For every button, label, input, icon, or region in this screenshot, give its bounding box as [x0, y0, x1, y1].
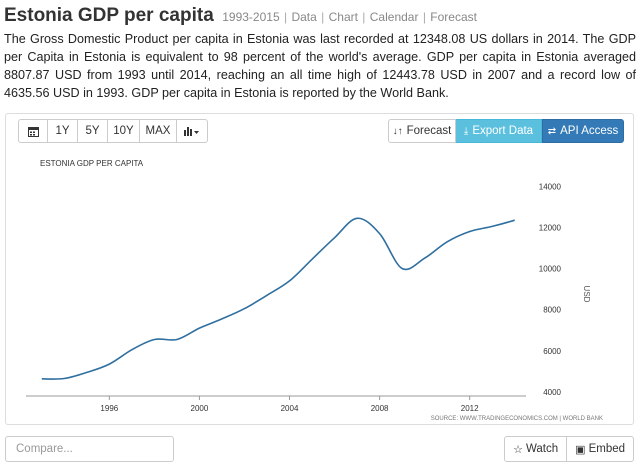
x-tick-label: 2008 [371, 404, 389, 413]
x-tick-label: 2000 [191, 404, 209, 413]
watch-button[interactable]: ☆ Watch [504, 436, 568, 462]
chart-actions: ↓↑ Forecast ⤓ Export Data ⇄ API Access [388, 119, 624, 143]
header-subnav: 1993-2015 | Data | Chart | Calendar | Fo… [222, 10, 477, 24]
chart-type-dropdown[interactable] [176, 119, 208, 143]
download-icon: ⤓ [463, 125, 469, 137]
x-tick-label: 2012 [461, 404, 479, 413]
range-5y-button[interactable]: 5Y [77, 119, 108, 143]
series-line [41, 217, 515, 380]
bar-chart-icon [184, 127, 199, 136]
forecast-link[interactable]: Forecast [430, 10, 477, 24]
chart-panel: 1Y 5Y 10Y MAX ↓↑ Forecast ⤓ Export Data ⇄ A… [5, 113, 634, 425]
date-range: 1993-2015 [222, 10, 280, 24]
chart-title: ESTONIA GDP PER CAPITA [40, 159, 144, 168]
y-axis-label: USD [582, 286, 591, 303]
exchange-icon: ⇄ [547, 125, 557, 137]
y-tick-label: 8000 [543, 306, 561, 315]
range-1y-button[interactable]: 1Y [47, 119, 78, 143]
page-header: Estonia GDP per capita 1993-2015 | Data … [4, 5, 477, 27]
footer-actions: ☆ Watch ▣ Embed [504, 436, 634, 462]
y-tick-label: 12000 [539, 223, 562, 232]
star-icon: ☆ [513, 443, 523, 456]
series-group [41, 217, 515, 380]
x-tick-label: 2004 [281, 404, 299, 413]
compare-input[interactable]: Compare... [5, 436, 174, 462]
x-tick-label: 1996 [100, 404, 118, 413]
page-title: Estonia GDP per capita [4, 5, 214, 26]
chart-link[interactable]: Chart [328, 10, 358, 24]
data-link[interactable]: Data [291, 10, 317, 24]
y-tick-label: 4000 [543, 388, 561, 397]
calendar-button[interactable] [18, 119, 48, 143]
calendar-icon [27, 126, 39, 137]
embed-button[interactable]: ▣ Embed [566, 436, 634, 462]
y-axis: 4000 6000 8000 10000 12000 14000 [539, 182, 562, 397]
api-access-button[interactable]: ⇄ API Access [542, 119, 624, 143]
calendar-link[interactable]: Calendar [369, 10, 419, 24]
y-tick-label: 10000 [539, 265, 562, 274]
description: The Gross Domestic Product per capita in… [4, 32, 636, 100]
gdp-chart: ESTONIA GDP PER CAPITA 1996 2000 2004 2008 2… [26, 159, 603, 422]
x-axis: 1996 2000 2004 2008 2012 [26, 395, 526, 413]
source-label: SOURCE: WWW.TRADINGECONOMICS.COM | WORLD… [431, 416, 603, 422]
image-icon: ▣ [575, 443, 586, 456]
forecast-button[interactable]: ↓↑ Forecast [388, 119, 456, 143]
y-tick-label: 6000 [543, 347, 561, 356]
y-tick-label: 14000 [539, 182, 562, 191]
export-data-button[interactable]: ⤓ Export Data [456, 119, 542, 143]
range-toolbar: 1Y 5Y 10Y MAX [18, 119, 208, 143]
sort-icon: ↓↑ [392, 125, 403, 137]
